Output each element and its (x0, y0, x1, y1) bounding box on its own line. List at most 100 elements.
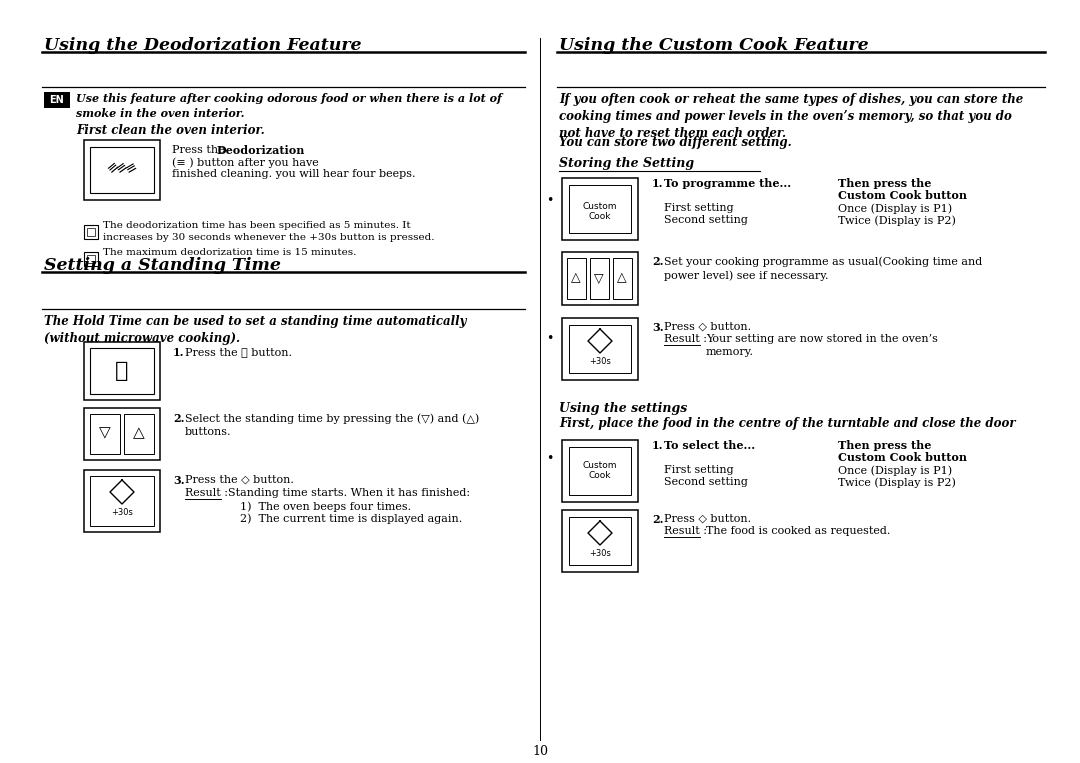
Bar (567, 258, 586, 299)
Bar (569, 185, 631, 233)
Text: ≡: ≡ (122, 158, 139, 176)
Text: ▽: ▽ (99, 426, 111, 440)
Text: 2.: 2. (652, 256, 663, 267)
Text: 1.: 1. (173, 347, 185, 358)
Bar (562, 252, 638, 305)
Bar (44, 92, 70, 108)
Text: Press the ◇ button.: Press the ◇ button. (185, 475, 294, 485)
Text: +30s: +30s (111, 508, 133, 517)
Text: Press ◇ button.: Press ◇ button. (664, 322, 751, 332)
Text: Twice (Display is P2): Twice (Display is P2) (838, 477, 956, 488)
Text: To select the...: To select the... (664, 440, 755, 451)
Text: (≡ ) button after you have: (≡ ) button after you have (172, 157, 319, 168)
Bar (84, 408, 160, 460)
Text: Custom: Custom (583, 202, 618, 211)
Text: You can store two different setting.: You can store two different setting. (559, 136, 792, 149)
Text: Once (Display is P1): Once (Display is P1) (838, 203, 953, 214)
Text: Deodorization: Deodorization (217, 145, 306, 156)
Text: Result :: Result : (664, 334, 707, 344)
Text: EN: EN (50, 95, 65, 105)
Text: △: △ (617, 272, 626, 285)
Text: Storing the Setting: Storing the Setting (559, 157, 694, 170)
Bar (90, 414, 120, 454)
Text: 2.: 2. (652, 514, 663, 525)
Text: If you often cook or reheat the same types of dishes, you can store the
cooking : If you often cook or reheat the same typ… (559, 93, 1023, 140)
Text: The Hold Time can be used to set a standing time automatically
(without microwav: The Hold Time can be used to set a stand… (44, 315, 467, 345)
Bar (562, 178, 638, 240)
Bar (613, 258, 632, 299)
Bar (90, 476, 154, 526)
Bar (569, 517, 631, 565)
Text: The food is cooked as requested.: The food is cooked as requested. (706, 526, 890, 536)
Text: +30s: +30s (589, 357, 611, 366)
Text: Press the ☒ button.: Press the ☒ button. (185, 347, 292, 357)
Text: •: • (546, 332, 554, 345)
Text: ⧖: ⧖ (116, 361, 129, 381)
Bar (84, 342, 160, 400)
Text: Once (Display is P1): Once (Display is P1) (838, 465, 953, 475)
Text: 10: 10 (532, 745, 548, 758)
Text: Then press the: Then press the (838, 178, 931, 189)
Text: Using the Custom Cook Feature: Using the Custom Cook Feature (559, 37, 868, 54)
Text: △: △ (571, 272, 581, 285)
Text: Second setting: Second setting (664, 477, 747, 487)
Bar (90, 348, 154, 394)
Bar (569, 447, 631, 495)
Text: +30s: +30s (589, 549, 611, 558)
Text: To programme the...: To programme the... (664, 178, 792, 189)
Text: Second setting: Second setting (664, 215, 747, 225)
Bar (562, 440, 638, 502)
Text: ≡: ≡ (104, 158, 122, 176)
Text: △: △ (133, 426, 145, 440)
Text: •: • (546, 452, 554, 465)
Text: Cook: Cook (589, 212, 611, 221)
Text: Select the standing time by pressing the (▽) and (△)
buttons.: Select the standing time by pressing the… (185, 413, 480, 436)
Text: First, place the food in the centre of the turntable and close the door: First, place the food in the centre of t… (559, 417, 1015, 430)
Bar (124, 414, 154, 454)
Text: First setting: First setting (664, 203, 733, 213)
Bar (562, 510, 638, 572)
Text: ≡: ≡ (113, 158, 131, 176)
Text: First setting: First setting (664, 465, 733, 475)
Bar (84, 225, 98, 239)
Text: The maximum deodorization time is 15 minutes.: The maximum deodorization time is 15 min… (103, 248, 356, 257)
Text: 3.: 3. (652, 322, 663, 333)
Text: Press ◇ button.: Press ◇ button. (664, 514, 751, 524)
Text: 1.: 1. (652, 178, 663, 189)
Text: Twice (Display is P2): Twice (Display is P2) (838, 215, 956, 226)
Text: Custom Cook button: Custom Cook button (838, 452, 967, 463)
Bar (87, 255, 95, 263)
Text: Standing time starts. When it has finished:: Standing time starts. When it has finish… (228, 488, 470, 498)
Text: Using the settings: Using the settings (559, 402, 687, 415)
Bar (590, 258, 609, 299)
Text: The deodorization time has been specified as 5 minutes. It
increases by 30 secon: The deodorization time has been specifie… (103, 221, 434, 242)
Text: Result :: Result : (185, 488, 228, 498)
Text: 2.: 2. (173, 413, 185, 424)
Text: Your setting are now stored in the oven’s
memory.: Your setting are now stored in the oven’… (706, 334, 937, 357)
Bar (562, 318, 638, 380)
Bar (87, 228, 95, 236)
Text: First clean the oven interior.: First clean the oven interior. (76, 124, 265, 137)
Text: 1.: 1. (652, 440, 663, 451)
Bar (84, 140, 160, 200)
Bar (90, 147, 154, 193)
Text: Set your cooking programme as usual(Cooking time and
power level) see if necessa: Set your cooking programme as usual(Cook… (664, 256, 982, 281)
Text: Use this feature after cooking odorous food or when there is a lot of
smoke in t: Use this feature after cooking odorous f… (76, 93, 502, 118)
Text: ▽: ▽ (594, 272, 604, 285)
Text: 1)  The oven beeps four times.: 1) The oven beeps four times. (240, 501, 411, 511)
Text: Using the Deodorization Feature: Using the Deodorization Feature (44, 37, 362, 54)
Text: Result :: Result : (664, 526, 707, 536)
Text: Custom Cook button: Custom Cook button (838, 190, 967, 201)
Text: 2)  The current time is displayed again.: 2) The current time is displayed again. (240, 513, 462, 523)
Bar (84, 470, 160, 532)
Text: Cook: Cook (589, 471, 611, 480)
Text: Custom: Custom (583, 461, 618, 470)
Text: finished cleaning. you will hear four beeps.: finished cleaning. you will hear four be… (172, 169, 416, 179)
Text: Press the: Press the (172, 145, 228, 155)
Bar (84, 252, 98, 266)
Bar (569, 325, 631, 373)
Text: •: • (546, 194, 554, 207)
Text: 3.: 3. (173, 475, 185, 486)
Text: Setting a Standing Time: Setting a Standing Time (44, 257, 281, 274)
Text: Then press the: Then press the (838, 440, 931, 451)
